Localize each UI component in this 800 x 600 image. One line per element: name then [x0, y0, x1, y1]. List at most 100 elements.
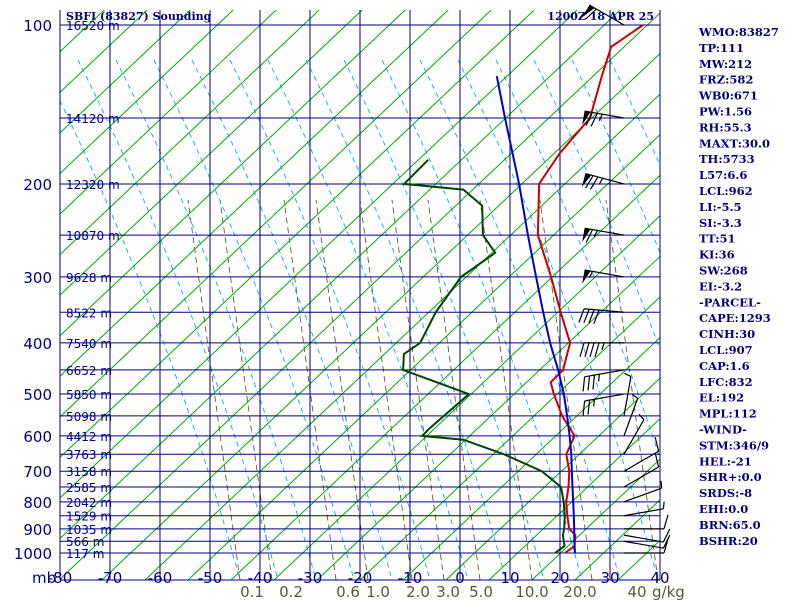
mixing-ratio-line: [315, 199, 369, 580]
index-item: PW:1.56: [699, 105, 752, 119]
dry-adiabat-line: [60, 10, 363, 296]
temperature-tick-label: 40: [650, 569, 669, 587]
mixing-ratio-label: 5.0: [469, 583, 493, 600]
indices-panel: WMO:83827 TP:111 MW:212 FRZ:582 WB0:671 PW:1.…: [698, 25, 779, 548]
pressure-tick-label: 1000: [14, 545, 52, 563]
height-label: 4412 m: [66, 430, 112, 444]
pressure-tick-label: 300: [23, 269, 52, 287]
height-label: 10870 m: [66, 229, 120, 243]
index-item: BSHR:20: [699, 534, 758, 548]
pressure-tick-label: 100: [23, 17, 52, 35]
wind-barb: [624, 514, 669, 530]
dry-adiabat-line: [60, 10, 535, 459]
mixing-ratio-line: [187, 199, 241, 580]
mixing-ratio-label: 0.1: [240, 583, 264, 600]
temperature-tick-label: -10: [398, 569, 423, 587]
temperature-tick-label: -30: [298, 569, 323, 587]
dry-adiabat-line: [60, 10, 234, 175]
dry-adiabat-line: [445, 377, 660, 580]
index-item: MAXT:30.0: [699, 136, 770, 150]
index-item: SI:-3.3: [699, 216, 742, 230]
height-label: 12320 m: [66, 178, 120, 192]
dry-adiabat-line: [359, 296, 660, 580]
height-label: 14120 m: [66, 112, 120, 126]
height-label: 1529 m: [66, 510, 112, 524]
index-item: MPL:112: [699, 407, 757, 421]
dry-adiabat-line: [60, 10, 492, 418]
index-item: EI:-3.2: [699, 279, 742, 293]
dry-adiabat-aux: [0, 280, 360, 580]
index-item: EL:192: [699, 391, 744, 405]
wind-barb: [581, 173, 625, 190]
mixing-ratio-line: [359, 199, 413, 580]
pressure-tick-label: 600: [23, 428, 52, 446]
mixing-ratio-label: 3.0: [436, 583, 460, 600]
index-item: SRDS:-8: [699, 486, 752, 500]
datetime-label: 1200Z 18 APR 25: [547, 10, 654, 23]
mixing-ratio-label: 1.0: [366, 583, 390, 600]
mixing-ratio-label: 20.0: [563, 583, 596, 600]
isobars: [59, 10, 661, 581]
mixing-ratio-label: 2.0: [406, 583, 430, 600]
mixing-ratio-label: 0.2: [279, 583, 303, 600]
parcel-profile: [495, 76, 576, 554]
index-item: CAPE:1293: [699, 311, 771, 325]
index-item: -WIND-: [699, 423, 747, 437]
dry-adiabat-line: [273, 215, 660, 580]
wind-barb: [582, 110, 625, 127]
temperature-tick-label: -60: [148, 569, 173, 587]
wind-barb: [623, 372, 632, 417]
dry-adiabat-line: [790, 10, 800, 580]
pressure-tick-label: 200: [23, 176, 52, 194]
dry-adiabat-line: [60, 10, 578, 499]
wind-barb: [582, 4, 625, 26]
wind-barb: [623, 413, 645, 455]
index-item: FRZ:582: [699, 73, 753, 87]
temperature-tick-label: -50: [198, 569, 223, 587]
dry-adiabat-line: [60, 10, 621, 540]
dry-adiabat-line: [187, 134, 660, 580]
height-label: 566 m: [66, 535, 104, 549]
dry-adiabat-line: [488, 417, 660, 580]
index-item: HEL:-21: [699, 454, 752, 468]
dry-adiabat-line: [60, 10, 320, 256]
index-item: STM:346/9: [699, 438, 769, 452]
temperature-tick-label: 0: [455, 569, 465, 587]
wind-barb: [623, 534, 671, 549]
height-label: 2042 m: [66, 496, 112, 510]
index-item: BRN:65.0: [699, 518, 761, 532]
wind-barb: [582, 269, 625, 284]
dry-adiabat-line: [574, 499, 660, 580]
wind-barb: [623, 393, 639, 437]
temperature-tick-label: -40: [248, 569, 273, 587]
wind-barb: [623, 528, 671, 543]
mixing-ratio-line: [539, 199, 593, 580]
dry-adiabat-aux: [150, 280, 790, 580]
dry-adiabat-line: [230, 174, 660, 580]
index-item: TP:111: [699, 41, 744, 55]
index-item: WMO:83827: [698, 25, 779, 39]
height-label: 3158 m: [66, 465, 112, 479]
mixing-ratio-line: [605, 199, 659, 580]
mixing-ratio-line: [479, 199, 533, 580]
height-label: 16520 m: [66, 19, 120, 33]
index-item: TT:51: [699, 232, 736, 246]
wind-barb: [578, 308, 625, 324]
index-item: TH:5733: [699, 152, 755, 166]
wind-barb: [623, 452, 660, 488]
index-item: CINH:30: [699, 327, 755, 341]
height-label: 5850 m: [66, 388, 112, 402]
wind-barb: [582, 227, 625, 243]
pressure-tick-label: 800: [23, 494, 52, 512]
station-title: SBFI (83827) Sounding: [66, 10, 212, 23]
dry-adiabat-line: [101, 52, 660, 580]
wind-barb: [623, 436, 660, 472]
wind-barb: [582, 393, 625, 416]
dry-adiabat-aux: [0, 280, 16, 580]
height-label: 9628 m: [66, 271, 112, 285]
index-item: LCL:962: [699, 184, 753, 198]
mixing-ratio-label: 10.0: [515, 583, 548, 600]
temperature-tick-label: 10: [500, 569, 519, 587]
